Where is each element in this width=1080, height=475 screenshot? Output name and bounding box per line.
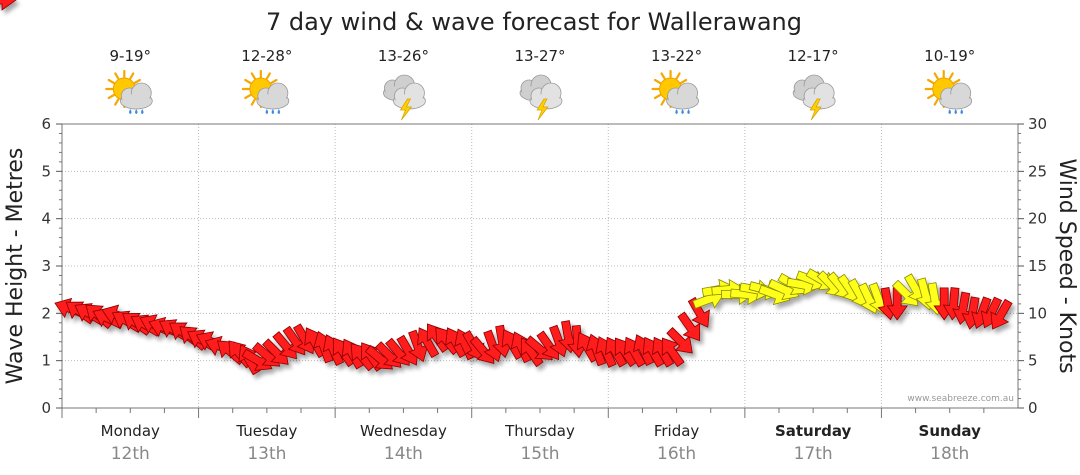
sun-cloud-rain-icon <box>651 69 699 114</box>
cloud-lightning-icon <box>519 74 563 121</box>
right-tick-label: 10 <box>1028 304 1047 322</box>
day-name-label: Monday <box>101 422 160 440</box>
right-tick-label: 0 <box>1028 399 1038 417</box>
credit-text: www.seabreeze.com.au <box>907 394 1014 404</box>
wind-arrow <box>0 0 17 11</box>
day-date-label: 16th <box>657 444 696 464</box>
left-tick-label: 1 <box>41 352 51 370</box>
left-tick-label: 6 <box>41 115 51 133</box>
day-temperature: 12-17° <box>788 47 839 65</box>
day-name-label: Saturday <box>775 422 852 440</box>
wind-arrow <box>990 298 1013 330</box>
day-name-label: Wednesday <box>360 422 447 440</box>
sun-cloud-rain-icon <box>241 69 290 114</box>
day-labels: Monday 12th Tuesday 13th Wednesday 14th Thursd… <box>61 408 985 464</box>
day-date-label: 17th <box>794 444 833 464</box>
day-date-label: 13th <box>247 444 286 464</box>
wind-arrows <box>0 0 1013 376</box>
right-tick-label: 25 <box>1028 162 1047 180</box>
wind-arrow <box>891 279 919 307</box>
left-tick-label: 3 <box>41 257 51 275</box>
day-date-label: 14th <box>384 444 423 464</box>
right-axis-label: Wind Speed - Knots <box>1054 158 1079 373</box>
left-tick-label: 2 <box>41 304 51 322</box>
day-temperature: 13-22° <box>651 47 702 65</box>
wind-arrow <box>661 337 685 368</box>
left-tick-label: 5 <box>41 162 51 180</box>
day-temperature: 9-19° <box>110 47 152 65</box>
day-temperature: 13-27° <box>514 47 565 65</box>
right-tick-label: 20 <box>1028 210 1047 228</box>
day-temperature: 10-19° <box>924 47 975 65</box>
right-axis: 0 5 10 15 20 25 30 <box>1018 115 1047 417</box>
day-date-label: 18th <box>930 444 969 464</box>
right-tick-label: 30 <box>1028 115 1047 133</box>
wind-arrow <box>262 338 289 365</box>
day-name-label: Sunday <box>919 422 982 440</box>
day-name-label: Friday <box>654 422 700 440</box>
day-temperature: 13-26° <box>378 47 429 65</box>
chart-title: 7 day wind & wave forecast for Wallerawa… <box>266 8 802 36</box>
wind-arrow <box>886 287 908 321</box>
left-axis-label: Wave Height - Metres <box>3 148 28 385</box>
sun-cloud-rain-icon <box>924 69 973 114</box>
left-tick-label: 4 <box>41 210 51 228</box>
left-tick-label: 0 <box>41 399 51 417</box>
cloud-lightning-icon <box>383 74 426 121</box>
wind-arrow <box>272 331 297 360</box>
day-temperature: 12-28° <box>241 47 292 65</box>
left-axis: 0 1 2 3 4 5 6 <box>41 115 62 417</box>
wind-arrow <box>677 311 701 342</box>
day-date-label: 15th <box>520 444 559 464</box>
wind-arrow <box>469 335 495 364</box>
sun-cloud-rain-icon <box>105 69 153 114</box>
wind-arrow <box>687 296 710 328</box>
day-date-label: 12th <box>111 444 150 464</box>
right-tick-label: 15 <box>1028 257 1047 275</box>
chart-grid <box>62 124 1018 408</box>
weather-row: 9-19° 12-28° 13-26° 13-27° 13-22° 12-17° 10-19… <box>105 47 975 121</box>
day-name-label: Thursday <box>504 422 575 440</box>
day-name-label: Tuesday <box>235 422 297 440</box>
cloud-lightning-icon <box>792 74 836 121</box>
right-tick-label: 5 <box>1028 352 1038 370</box>
wind-arrow <box>408 329 429 363</box>
wind-arrow <box>666 326 693 354</box>
